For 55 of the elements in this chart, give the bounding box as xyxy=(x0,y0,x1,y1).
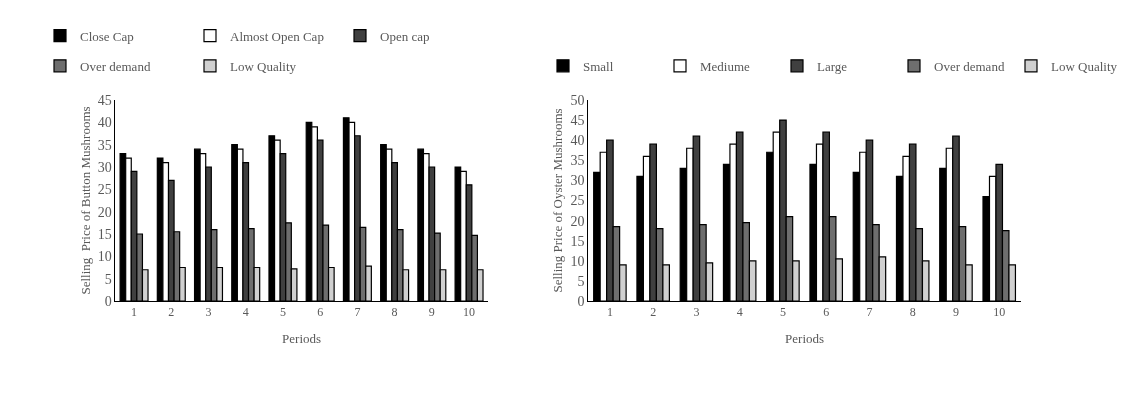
x-tick-label: 6 xyxy=(317,305,324,320)
y-tick-label: 30 xyxy=(570,173,585,189)
x-tick-label: 3 xyxy=(205,305,212,320)
y-tick-label: 45 xyxy=(97,92,112,108)
x-tick-label: 10 xyxy=(463,305,476,320)
x-tick-label: 3 xyxy=(693,305,700,320)
x-axis-title: Periods xyxy=(785,331,825,346)
x-tick-label: 2 xyxy=(168,305,175,320)
legend-label: Low Quality xyxy=(1051,58,1118,74)
x-tick-label: 2 xyxy=(650,305,657,320)
y-tick-label: 20 xyxy=(97,204,112,220)
y-tick-label: 20 xyxy=(570,213,585,229)
y-tick-label: 0 xyxy=(577,293,585,309)
y-tick-label: 10 xyxy=(97,249,112,265)
y-tick-label: 10 xyxy=(570,253,585,269)
x-tick-label: 4 xyxy=(242,305,249,320)
x-tick-label: 8 xyxy=(391,305,398,320)
x-tick-label: 10 xyxy=(993,305,1006,320)
legend-label: Large xyxy=(817,58,848,74)
legend-label: Over demand xyxy=(80,58,151,74)
x-tick-label: 6 xyxy=(823,305,830,320)
x-tick-label: 4 xyxy=(736,305,743,320)
y-tick-label: 15 xyxy=(570,233,585,249)
x-tick-label: 9 xyxy=(952,305,959,320)
x-tick-label: 5 xyxy=(779,305,786,320)
x-tick-label: 1 xyxy=(131,305,138,320)
y-axis-title: Selling Price of Oyster Mushrooms xyxy=(550,108,566,293)
y-tick-label: 45 xyxy=(570,113,585,128)
y-tick-label: 50 xyxy=(570,92,585,108)
y-tick-label: 25 xyxy=(570,193,585,209)
x-axis-title: Periods xyxy=(282,331,322,346)
y-tick-label: 15 xyxy=(97,226,112,242)
y-tick-label: 35 xyxy=(97,137,112,153)
y-tick-label: 25 xyxy=(97,182,112,198)
legend-label: Over demand xyxy=(934,58,1005,74)
legend-label: Close Cap xyxy=(80,28,134,44)
x-tick-label: 5 xyxy=(279,305,286,320)
legend-label: Open cap xyxy=(380,28,430,44)
x-tick-label: 8 xyxy=(909,305,916,320)
y-tick-label: 5 xyxy=(577,273,585,289)
legend-label: Low Quality xyxy=(230,58,297,74)
y-tick-label: 40 xyxy=(97,115,112,131)
x-tick-label: 1 xyxy=(606,305,613,320)
y-axis-title: Selling Price of Button Mushrooms xyxy=(77,106,93,295)
x-tick-label: 7 xyxy=(354,305,361,320)
legend-label: Small xyxy=(583,58,614,74)
y-tick-label: 5 xyxy=(104,271,112,287)
y-tick-label: 40 xyxy=(570,133,585,149)
y-tick-label: 30 xyxy=(97,159,112,175)
x-tick-label: 7 xyxy=(866,305,873,320)
legend-label: Mediume xyxy=(700,58,751,74)
legend-label: Almost Open Cap xyxy=(230,28,324,44)
x-tick-label: 9 xyxy=(428,305,435,320)
y-tick-label: 0 xyxy=(104,293,112,309)
y-tick-label: 35 xyxy=(570,153,585,169)
